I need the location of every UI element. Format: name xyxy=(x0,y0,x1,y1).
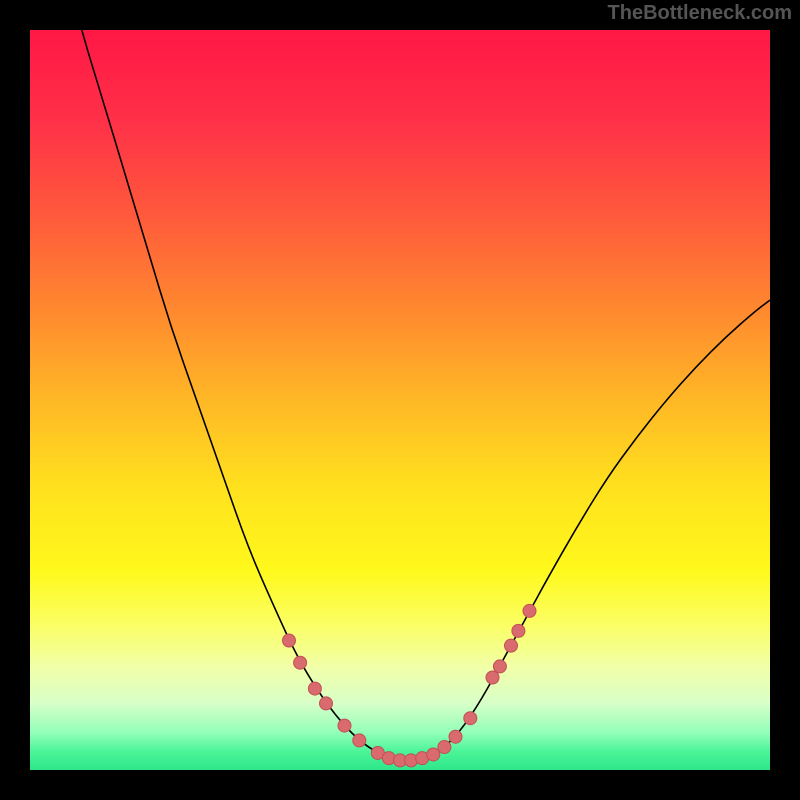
data-marker xyxy=(512,624,525,637)
data-marker xyxy=(320,697,333,710)
data-marker xyxy=(438,741,451,754)
data-marker xyxy=(464,712,477,725)
data-marker xyxy=(294,656,307,669)
data-marker xyxy=(505,639,518,652)
data-marker xyxy=(449,730,462,743)
data-marker xyxy=(523,604,536,617)
data-marker xyxy=(283,634,296,647)
data-marker xyxy=(486,671,499,684)
data-marker xyxy=(308,682,321,695)
curve-path xyxy=(82,30,770,760)
data-marker xyxy=(338,719,351,732)
marker-group xyxy=(283,604,537,766)
watermark-text: TheBottleneck.com xyxy=(608,2,792,25)
data-marker xyxy=(353,734,366,747)
data-marker xyxy=(493,660,506,673)
data-marker xyxy=(427,748,440,761)
plot-area xyxy=(30,30,770,770)
bottleneck-curve xyxy=(30,30,770,770)
